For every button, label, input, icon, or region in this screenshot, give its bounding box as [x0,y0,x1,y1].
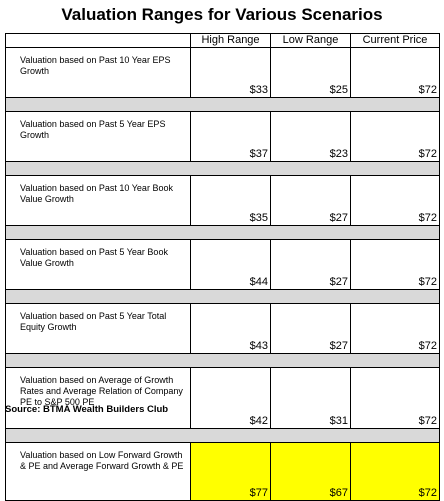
table-row: Valuation based on Past 5 Year EPS Growt… [5,111,440,162]
column-header-low-range: Low Range [270,33,351,48]
spacer-cell [5,97,440,112]
high-range-value: $77 [190,442,271,501]
row-label: Valuation based on Past 10 Year EPS Grow… [5,47,191,98]
column-header-label [5,33,191,48]
table-row: Valuation based on Past 10 Year Book Val… [5,175,440,226]
current-price-value: $72 [350,367,440,429]
high-range-value: $43 [190,303,271,354]
spacer-cell [5,428,440,443]
current-price-value: $72 [350,111,440,162]
current-price-value: $72 [350,303,440,354]
high-range-value: $44 [190,239,271,290]
high-range-value: $35 [190,175,271,226]
table-row: Valuation based on Past 10 Year EPS Grow… [5,47,440,98]
spacer-cell [5,289,440,304]
valuation-table: High Range Low Range Current Price Valua… [5,33,440,501]
table-row: Valuation based on Past 5 Year Total Equ… [5,303,440,354]
spacer-row [5,353,440,368]
low-range-value: $27 [270,239,351,290]
spacer-cell [5,161,440,176]
spacer-row [5,225,440,240]
low-range-value: $31 [270,367,351,429]
spacer-cell [5,225,440,240]
page-title: Valuation Ranges for Various Scenarios [61,5,383,24]
row-label: Valuation based on Past 10 Year Book Val… [5,175,191,226]
row-label: Valuation based on Past 5 Year EPS Growt… [5,111,191,162]
table-row: Valuation based on Past 5 Year Book Valu… [5,239,440,290]
row-label: Valuation based on Average of Growth Rat… [5,367,191,429]
table-row: Valuation based on Low Forward Growth & … [5,442,440,501]
spacer-row [5,161,440,176]
row-label: Valuation based on Past 5 Year Total Equ… [5,303,191,354]
column-header-high-range: High Range [190,33,271,48]
source-note: Source: BTMA Wealth Builders Club [5,404,169,415]
high-range-value: $42 [190,367,271,429]
spacer-row [5,289,440,304]
low-range-value: $23 [270,111,351,162]
low-range-value: $27 [270,175,351,226]
column-header-current-price: Current Price [350,33,440,48]
low-range-value: $25 [270,47,351,98]
row-label: Valuation based on Past 5 Year Book Valu… [5,239,191,290]
spacer-cell [5,353,440,368]
spacer-row [5,97,440,112]
high-range-value: $33 [190,47,271,98]
current-price-value: $72 [350,239,440,290]
current-price-value: $72 [350,442,440,501]
high-range-value: $37 [190,111,271,162]
row-label: Valuation based on Low Forward Growth & … [5,442,191,501]
spacer-row [5,428,440,443]
table-header-row: High Range Low Range Current Price [5,33,440,48]
table-row: Valuation based on Average of Growth Rat… [5,367,440,429]
current-price-value: $72 [350,175,440,226]
low-range-value: $67 [270,442,351,501]
current-price-value: $72 [350,47,440,98]
low-range-value: $27 [270,303,351,354]
